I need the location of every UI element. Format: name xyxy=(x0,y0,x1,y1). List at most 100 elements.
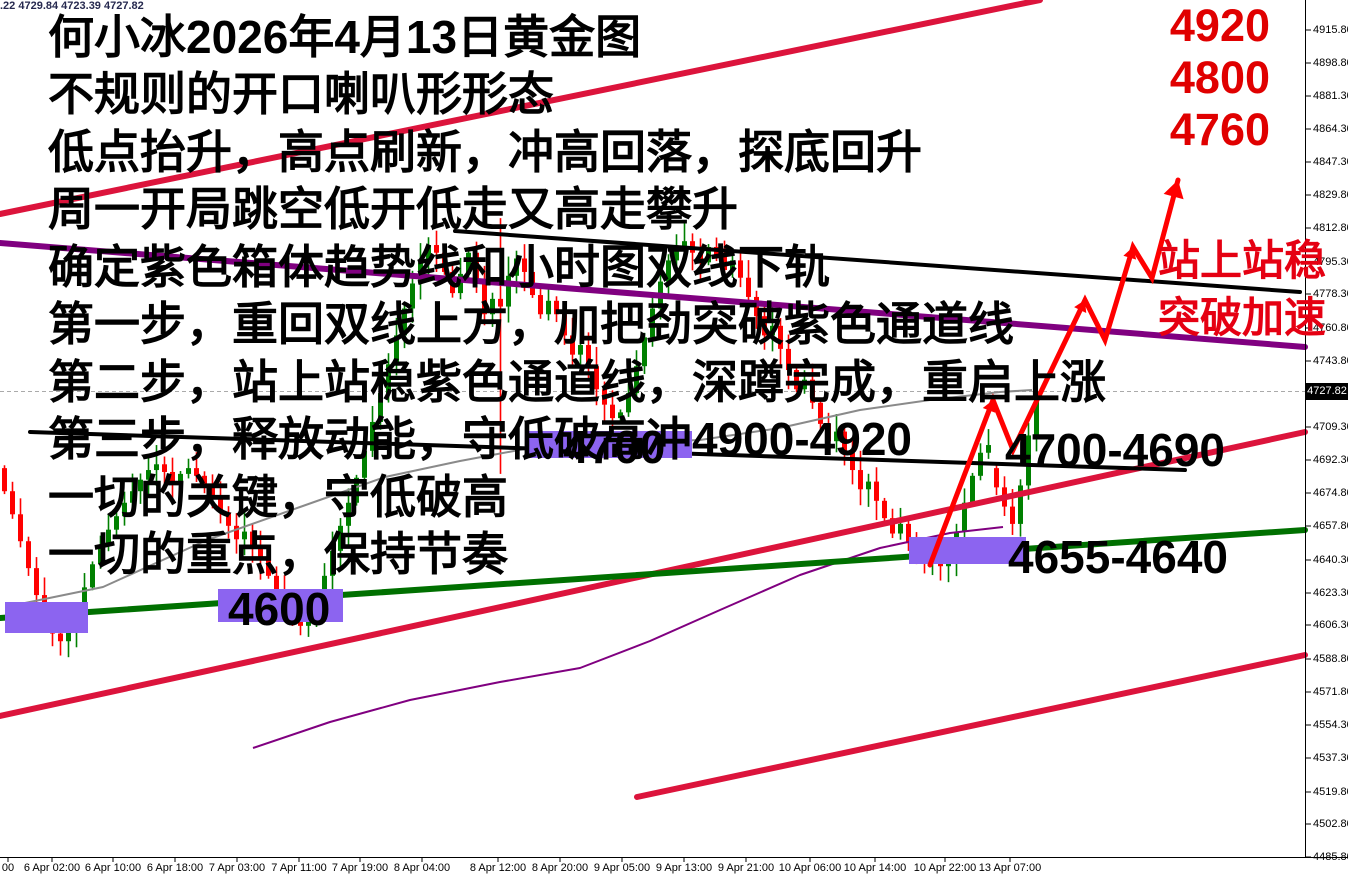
projection-zigzag-arrow xyxy=(927,177,1181,568)
price-axis-label: 4795.30 xyxy=(1313,256,1348,268)
candle-body xyxy=(882,500,887,519)
price-axis-label: 4709.30 xyxy=(1313,421,1348,433)
candle-body xyxy=(986,445,991,453)
candle-body xyxy=(226,512,231,526)
candle-body xyxy=(1026,435,1031,486)
candle-body xyxy=(394,335,399,365)
candle-body xyxy=(154,464,159,471)
price-axis[interactable]: 4933.30 4915.80 4898.80 4881.30 4864.30 4847.… xyxy=(1305,0,1348,863)
candle-body xyxy=(146,470,151,480)
time-axis-label: 8 Apr 20:00 xyxy=(531,862,589,874)
time-axis-label: 9 Apr 21:00 xyxy=(717,862,775,874)
price-axis-label: 4829.80 xyxy=(1313,189,1348,201)
time-axis-label: 6 Apr 10:00 xyxy=(84,862,142,874)
candle-body xyxy=(770,325,775,336)
candle-body xyxy=(778,325,783,349)
candle-body xyxy=(698,252,703,263)
candle-body xyxy=(802,379,807,390)
candle-body xyxy=(402,308,407,336)
candle-body xyxy=(730,260,735,271)
time-axis-label: 7 Apr 03:00 xyxy=(208,862,266,874)
candle-body xyxy=(850,452,855,471)
candle-body xyxy=(266,560,271,576)
price-axis-label: 4881.30 xyxy=(1313,90,1348,102)
candle-body xyxy=(98,545,103,565)
candle-body xyxy=(482,283,487,315)
time-axis-label: 7 Apr 11:00 xyxy=(271,862,327,874)
candle-body xyxy=(130,491,135,503)
candle-body xyxy=(354,477,359,503)
purple-ma xyxy=(252,526,1004,749)
price-axis-label: 4606.30 xyxy=(1313,619,1348,631)
support-box-4600[interactable] xyxy=(218,589,343,622)
candle-body xyxy=(722,256,727,271)
candle-body xyxy=(450,271,455,294)
candle-body xyxy=(794,370,799,390)
candle-body xyxy=(218,498,223,513)
candle-body xyxy=(738,260,743,278)
candle-body xyxy=(186,468,191,474)
arrowhead-icon xyxy=(1163,180,1184,200)
time-axis[interactable]: 00 6 Apr 02:00 6 Apr 10:00 6 Apr 18:00 7 Apr… xyxy=(0,857,1348,878)
resistance-box-4700[interactable] xyxy=(528,431,692,458)
price-axis-label: 4537.30 xyxy=(1313,752,1348,764)
time-axis-label: 00 xyxy=(1,862,15,874)
price-axis-label: 4623.30 xyxy=(1313,587,1348,599)
candle-body xyxy=(746,277,751,297)
price-axis-label: 4898.80 xyxy=(1313,57,1348,69)
candle-body xyxy=(682,241,687,247)
candle-body xyxy=(538,295,543,315)
candle-body xyxy=(634,366,639,394)
candle-body xyxy=(378,393,383,422)
time-axis-label: 10 Apr 22:00 xyxy=(913,862,977,874)
candle-body xyxy=(274,575,279,592)
candle-body xyxy=(970,475,975,503)
crimson-lower-channel-trendline[interactable] xyxy=(634,652,1308,800)
candle-body xyxy=(506,275,511,307)
candle-body xyxy=(578,345,583,355)
candle-body xyxy=(346,502,351,526)
candle-body xyxy=(786,348,791,371)
price-axis-label: 4571.80 xyxy=(1313,686,1348,698)
candle-body xyxy=(570,335,575,355)
time-axis-label: 7 Apr 19:00 xyxy=(331,862,389,874)
price-axis-label: 4915.80 xyxy=(1313,24,1348,36)
purple-channel-trendline[interactable] xyxy=(0,240,1308,350)
time-axis-label: 8 Apr 04:00 xyxy=(393,862,451,874)
candle-body xyxy=(554,300,559,315)
candle-body xyxy=(170,471,175,482)
candle-body xyxy=(242,531,247,540)
candle-body xyxy=(818,402,823,424)
candle-body xyxy=(474,252,479,284)
crimson-upper-channel-trendline[interactable] xyxy=(0,0,1043,217)
candle-body xyxy=(858,470,863,490)
price-axis-label: 4692.30 xyxy=(1313,454,1348,466)
candle-body xyxy=(626,393,631,413)
candle-body xyxy=(114,516,119,530)
arrowhead-icon xyxy=(1123,247,1137,260)
black-upper-trendline[interactable] xyxy=(453,229,1302,294)
time-axis-label: 6 Apr 02:00 xyxy=(23,862,81,874)
time-axis-label: 10 Apr 14:00 xyxy=(843,862,907,874)
price-axis-label: 4812.80 xyxy=(1313,222,1348,234)
support-box-left[interactable] xyxy=(5,602,88,633)
price-axis-label: 4554.30 xyxy=(1313,719,1348,731)
price-axis-label: 4640.30 xyxy=(1313,554,1348,566)
candle-body xyxy=(426,245,431,263)
time-axis-label: 6 Apr 18:00 xyxy=(146,862,204,874)
candle-body xyxy=(410,283,415,309)
candle-body xyxy=(810,379,815,403)
candle-body xyxy=(66,629,71,642)
candle-body xyxy=(178,473,183,482)
support-box-4655[interactable] xyxy=(909,537,1026,564)
candle-body xyxy=(842,431,847,453)
candle-body xyxy=(602,389,607,405)
price-axis-label: 4519.80 xyxy=(1313,786,1348,798)
green-support-trendline[interactable] xyxy=(0,527,1308,621)
candle-body xyxy=(434,245,439,253)
candle-body xyxy=(10,491,15,515)
candle-body xyxy=(898,523,903,534)
time-axis-label: 10 Apr 06:00 xyxy=(778,862,842,874)
candle-body xyxy=(362,450,367,478)
